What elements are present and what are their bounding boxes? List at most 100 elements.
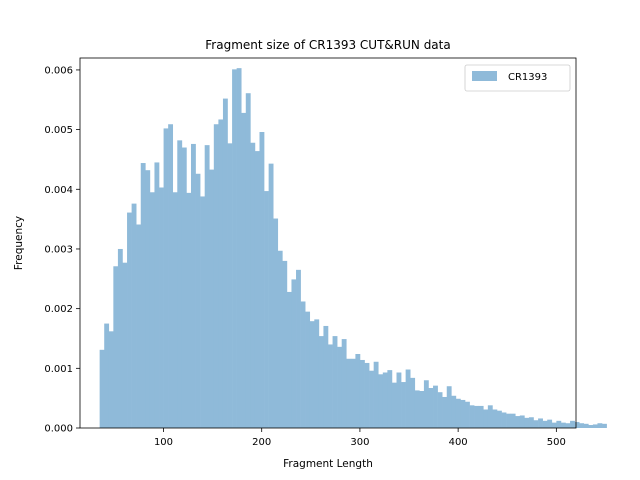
- histogram-bar: [547, 419, 553, 428]
- y-axis-label: Frequency: [13, 216, 25, 270]
- histogram-bar: [328, 344, 333, 428]
- histogram-bar: [227, 143, 233, 428]
- histogram-bar: [108, 331, 114, 428]
- histogram-bar: [305, 311, 311, 428]
- histogram-bar: [282, 260, 288, 428]
- chart-title: Fragment size of CR1393 CUT&RUN data: [205, 38, 450, 52]
- histogram-bar: [149, 192, 155, 428]
- histogram-bar: [519, 415, 525, 428]
- histogram-bar: [414, 390, 420, 428]
- histogram-bar: [570, 420, 575, 428]
- histogram-bar: [528, 417, 534, 428]
- histogram-bar: [337, 346, 342, 428]
- histogram-bar: [474, 405, 480, 428]
- histogram-bar: [515, 416, 521, 428]
- histogram-bar: [341, 339, 347, 428]
- histogram-bar: [597, 423, 603, 428]
- histogram-bar: [469, 405, 475, 428]
- histogram-bar: [296, 269, 301, 428]
- histogram-bar: [355, 354, 361, 428]
- bars-group: [99, 68, 607, 429]
- histogram-bar: [204, 145, 210, 428]
- histogram-bar: [159, 187, 164, 428]
- histogram-bar: [560, 422, 566, 428]
- x-axis-label: Fragment Length: [283, 458, 373, 470]
- histogram-bar: [579, 423, 585, 428]
- histogram-bar: [264, 191, 269, 428]
- histogram-bar: [460, 399, 466, 428]
- legend: CR1393: [464, 64, 571, 92]
- histogram-bar: [250, 142, 256, 429]
- histogram-bar: [136, 224, 142, 428]
- histogram-bar: [369, 370, 374, 428]
- histogram-bar: [127, 212, 132, 428]
- histogram-bar: [113, 266, 119, 428]
- histogram-bar: [446, 386, 452, 428]
- x-tick-label: 500: [547, 437, 566, 448]
- histogram-bar: [451, 395, 457, 428]
- histogram-bar: [273, 218, 279, 428]
- histogram-bar: [378, 374, 384, 428]
- histogram-bar: [346, 358, 352, 428]
- histogram-bar: [300, 301, 306, 428]
- y-tick-label: 0.006: [44, 65, 73, 76]
- histogram-bar: [323, 325, 329, 428]
- histogram-bar: [245, 93, 251, 429]
- legend-swatch: [472, 71, 497, 81]
- y-axis: 0.000 0.001 0.002 0.003 0.004 0.005 0.006: [44, 65, 80, 435]
- histogram-bar: [419, 391, 425, 428]
- histogram-bar: [373, 361, 379, 428]
- y-tick-label: 0.002: [44, 304, 73, 315]
- histogram-bar: [286, 291, 292, 428]
- histogram-bar: [190, 143, 196, 428]
- x-tick-label: 200: [252, 437, 271, 448]
- histogram-bar: [565, 423, 571, 428]
- histogram-bar: [177, 140, 183, 428]
- histogram-bar: [391, 382, 397, 428]
- y-tick-label: 0.001: [44, 364, 73, 375]
- histogram-bar: [122, 262, 128, 428]
- histogram-bar: [588, 425, 594, 428]
- histogram-bar: [542, 420, 548, 428]
- histogram-bar: [145, 170, 151, 428]
- histogram-bar: [387, 370, 393, 428]
- histogram-bar: [382, 372, 388, 428]
- histogram-bar: [551, 422, 557, 428]
- histogram-bar: [483, 409, 489, 428]
- histogram-bar: [186, 192, 192, 428]
- histogram-bar: [222, 98, 228, 428]
- histogram-bar: [140, 163, 146, 428]
- histogram-bar: [154, 162, 160, 428]
- y-tick-label: 0.005: [44, 125, 73, 136]
- histogram-bar: [556, 420, 562, 428]
- histogram-bar: [492, 409, 498, 428]
- histogram-bar: [455, 398, 461, 428]
- histogram-bar: [478, 405, 484, 428]
- histogram-bar: [99, 349, 105, 428]
- histogram-bar: [241, 112, 247, 429]
- histogram-bar: [538, 418, 543, 428]
- histogram-bar: [104, 323, 110, 428]
- histogram-bar: [396, 372, 402, 428]
- histogram-bar: [510, 413, 516, 428]
- histogram-bar: [172, 192, 178, 428]
- histogram-bar: [268, 163, 274, 428]
- histogram-bar: [200, 196, 205, 428]
- histogram-bar: [442, 396, 448, 428]
- histogram-bar: [131, 203, 137, 428]
- histogram-bar: [359, 359, 365, 428]
- histogram-bar: [401, 382, 406, 428]
- histogram-bar: [218, 119, 224, 428]
- histogram-bar: [181, 147, 187, 428]
- histogram-bar: [465, 401, 470, 428]
- histogram-bar: [592, 424, 598, 428]
- histogram-bar: [195, 173, 201, 428]
- legend-label: CR1393: [508, 72, 547, 83]
- histogram-bar: [524, 417, 530, 428]
- x-tick-label: 400: [449, 437, 468, 448]
- x-axis: 100 200 300 400 500: [154, 428, 566, 448]
- histogram-bar: [496, 410, 502, 428]
- histogram-bar: [213, 124, 219, 429]
- histogram-bar: [433, 385, 438, 428]
